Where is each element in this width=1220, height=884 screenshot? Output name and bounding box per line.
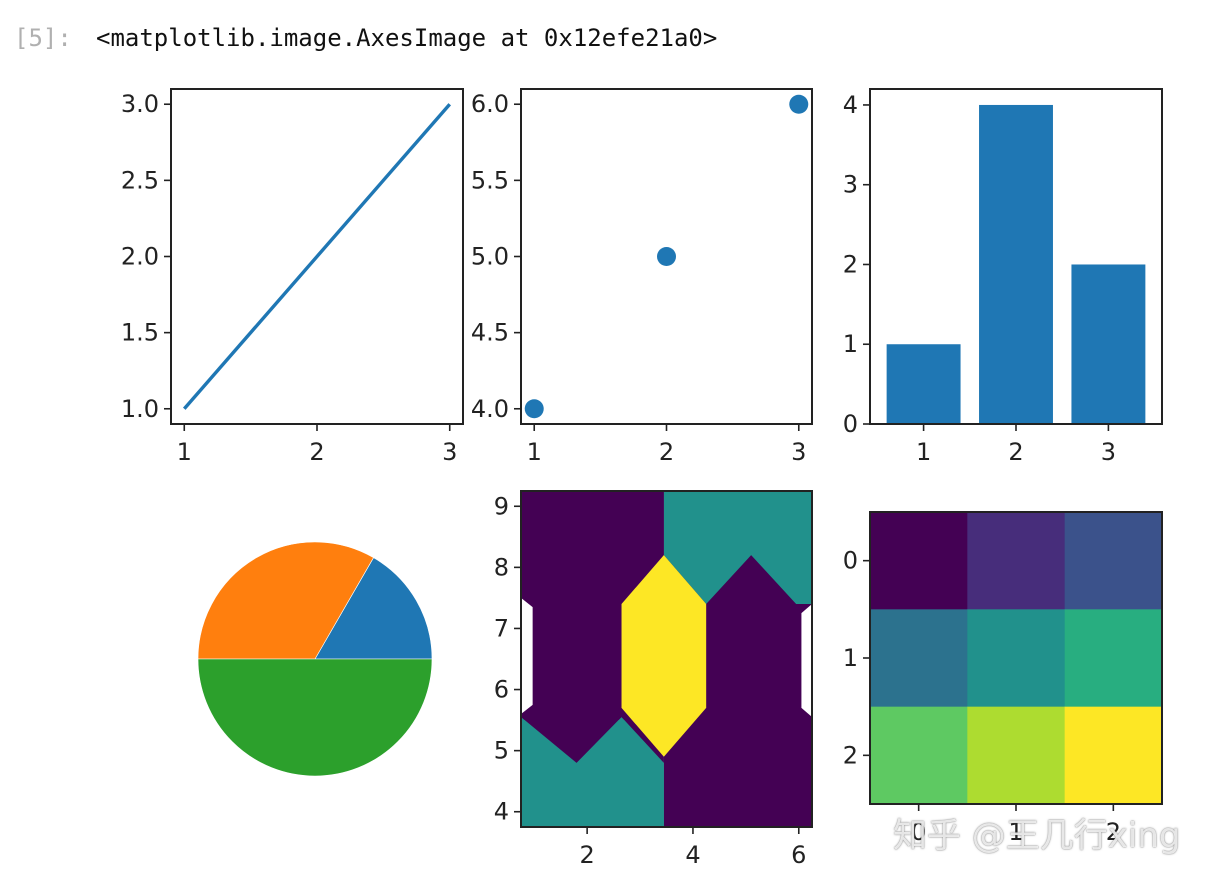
bar-xtick-label: 1 bbox=[916, 438, 931, 466]
imshow-cell bbox=[1064, 512, 1163, 610]
bar bbox=[979, 104, 1053, 424]
imshow-cell bbox=[870, 609, 968, 708]
subplot-bar: 1 2 3 0 1 2 3 4 bbox=[843, 88, 1163, 466]
scatter-xtick-label: 1 bbox=[527, 438, 542, 466]
hexbin-ytick-label: 5 bbox=[494, 737, 509, 765]
imshow-xtick-label: 0 bbox=[911, 818, 926, 846]
hexbin-ytick-label: 9 bbox=[494, 492, 509, 520]
pie-slice bbox=[197, 658, 433, 777]
hexbin-cell bbox=[663, 491, 812, 605]
imshow-cell bbox=[967, 512, 1066, 610]
bar-ytick-label: 2 bbox=[843, 250, 858, 278]
bar bbox=[1071, 264, 1146, 424]
line-ytick-label: 3.0 bbox=[121, 90, 159, 118]
hexbin-frame bbox=[520, 490, 813, 828]
line-series bbox=[182, 103, 452, 410]
imshow-cell bbox=[967, 706, 1066, 805]
scatter-ytick-label: 5.0 bbox=[471, 243, 509, 271]
imshow-cell bbox=[1064, 706, 1163, 805]
imshow-xtick-label: 2 bbox=[1106, 818, 1121, 846]
imshow-ytick-label: 1 bbox=[843, 644, 858, 672]
hexbin-ytick-label: 6 bbox=[494, 676, 509, 704]
bar-ytick-label: 1 bbox=[843, 330, 858, 358]
bar-ytick-label: 3 bbox=[843, 171, 858, 199]
imshow-ytick-label: 2 bbox=[843, 741, 858, 769]
watermark-text: 知乎 @王几行xing bbox=[893, 816, 1181, 856]
bar-xtick-label: 3 bbox=[1101, 438, 1116, 466]
imshow-cell bbox=[1064, 609, 1163, 708]
scatter-point bbox=[524, 399, 544, 419]
scatter-point bbox=[789, 94, 809, 114]
hexbin-empty bbox=[521, 597, 533, 714]
bar-ytick-label: 4 bbox=[843, 91, 858, 119]
line-ytick-label: 1.0 bbox=[121, 395, 159, 423]
scatter-xtick-label: 2 bbox=[659, 438, 674, 466]
pie-slice bbox=[314, 557, 433, 660]
scatter-ytick-label: 5.5 bbox=[471, 166, 509, 194]
imshow-cell bbox=[967, 609, 1066, 708]
subplot-line: 1 2 3 1.0 1.5 2.0 2.5 3.0 bbox=[121, 88, 464, 466]
hexbin-ytick-label: 8 bbox=[494, 553, 509, 581]
imshow-cell bbox=[870, 706, 968, 805]
hexbin-xtick-label: 2 bbox=[579, 841, 594, 869]
scatter-ytick-label: 6.0 bbox=[471, 90, 509, 118]
line-ytick-label: 2.0 bbox=[121, 243, 159, 271]
scatter-ytick-label: 4.5 bbox=[471, 319, 509, 347]
line-ytick-label: 2.5 bbox=[121, 166, 159, 194]
subplot-scatter: 1 2 3 4.0 4.5 5.0 5.5 6.0 bbox=[471, 88, 813, 466]
subplot-hexbin: 2 4 6 4 5 6 7 8 9 bbox=[494, 490, 813, 869]
line-xtick-label: 1 bbox=[177, 438, 192, 466]
cell-output-row: [5]: <matplotlib.image.AxesImage at 0x12… bbox=[0, 20, 1220, 60]
bar-xtick-label: 2 bbox=[1008, 438, 1023, 466]
line-ytick-label: 1.5 bbox=[121, 319, 159, 347]
cell-prompt: [5]: bbox=[14, 24, 72, 52]
line-xtick-label: 2 bbox=[309, 438, 324, 466]
hexbin-ytick-label: 7 bbox=[494, 614, 509, 642]
subplot-pie bbox=[197, 541, 433, 777]
hexbin-xtick-label: 6 bbox=[791, 841, 806, 869]
scatter-xtick-label: 3 bbox=[791, 438, 806, 466]
imshow-cell bbox=[870, 512, 968, 610]
line-xtick-label: 3 bbox=[442, 438, 457, 466]
imshow-xtick-label: 1 bbox=[1008, 818, 1023, 846]
pie-slice bbox=[197, 541, 374, 660]
hexbin-cell bbox=[621, 555, 707, 757]
scatter-ytick-label: 4.0 bbox=[471, 395, 509, 423]
hexbin-cells bbox=[521, 491, 812, 827]
hexbin-empty bbox=[801, 604, 812, 718]
subplot-imshow: 0 1 2 0 1 2 bbox=[843, 511, 1163, 846]
imshow-ytick-label: 0 bbox=[843, 547, 858, 575]
scatter-point bbox=[657, 247, 676, 266]
hexbin-ytick-label: 4 bbox=[494, 798, 509, 826]
bar-ytick-label: 0 bbox=[843, 410, 858, 438]
cell-output-text: <matplotlib.image.AxesImage at 0x12efe21… bbox=[96, 24, 718, 52]
hexbin-xtick-label: 4 bbox=[685, 841, 700, 869]
hexbin-cell bbox=[521, 717, 664, 827]
bar bbox=[886, 344, 961, 424]
